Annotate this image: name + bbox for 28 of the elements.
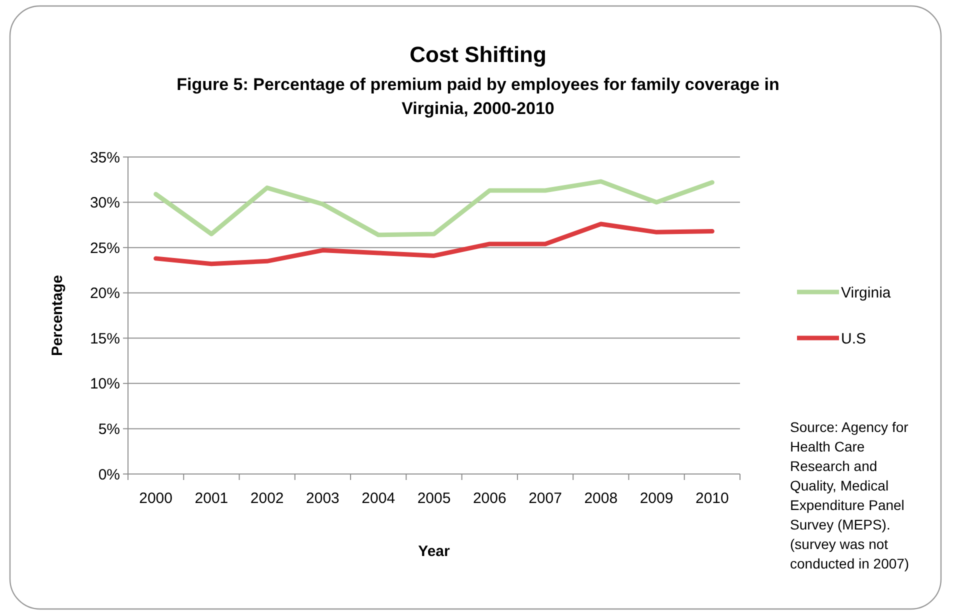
source-note: Source: Agency for Health Care Research and Quality, Medical Expenditure Panel Survey (MEPS). (survey was not conducted in 2007) [790,419,910,572]
y-tick-label: 10% [90,376,120,393]
x-tick-label: 2007 [528,490,562,507]
x-tick-label: 2001 [194,490,228,507]
x-tick-label: 2000 [139,490,173,507]
x-tick-label: 2009 [640,490,674,507]
y-tick-label: 35% [90,149,120,166]
y-tick-label: 20% [90,285,120,302]
line-series [154,222,714,266]
legend-label: Virginia [841,284,892,302]
y-axis-title: Percentage [49,275,66,356]
x-tick-label: 2008 [584,490,618,507]
y-tick-label: 15% [90,330,120,348]
y-tick-label: 5% [98,420,120,438]
x-tick-label: 2004 [362,490,396,507]
x-tick-label: 2006 [472,490,506,507]
x-tick-label: 2005 [417,490,451,507]
x-axis-title: Year [418,543,450,560]
y-tick-label: 25% [90,240,120,257]
x-tick-label: 2010 [695,490,729,507]
line-series [154,179,714,238]
chart-subtitle: Figure 5: Percentage of premium paid by employees for family coverage in Virginia, 2000-2010 [176,75,780,118]
chart-title: Cost Shifting [410,42,546,67]
legend-label: U.S [841,330,866,348]
x-tick-label: 2002 [250,490,284,507]
y-tick-label: 30% [90,194,120,212]
x-tick-label: 2003 [306,490,340,507]
y-tick-label: 0% [98,466,120,484]
